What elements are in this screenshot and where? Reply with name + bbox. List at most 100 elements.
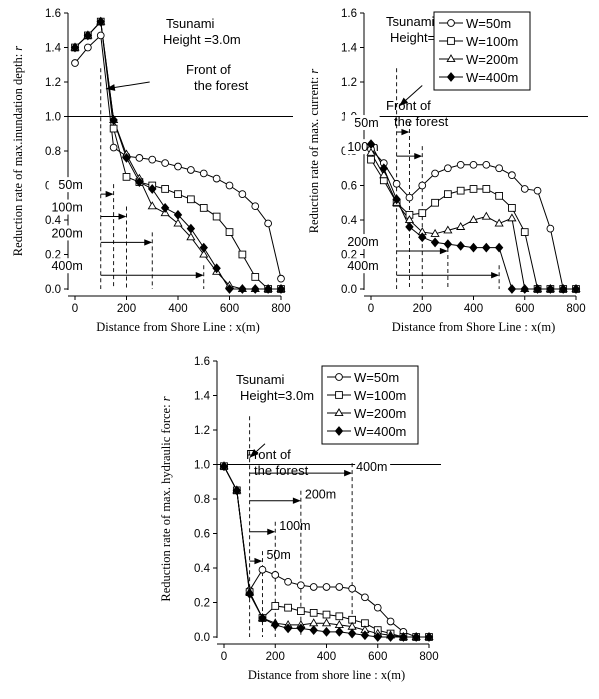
data-point-circle xyxy=(161,159,169,167)
data-point-diamond xyxy=(430,237,440,248)
data-point-triangle xyxy=(443,225,453,234)
front-label-line2: the forest xyxy=(394,114,449,129)
data-point-circle xyxy=(264,219,272,228)
y-axis-label-variable: r xyxy=(307,69,321,74)
data-point-circle xyxy=(335,583,344,591)
data-point-diamond xyxy=(424,632,434,642)
width-arrow-head xyxy=(254,557,263,565)
data-point-triangle xyxy=(494,218,504,227)
data-point-square xyxy=(174,190,182,198)
data-point-circle xyxy=(71,59,79,67)
data-point-circle xyxy=(174,162,182,171)
data-point-triangle xyxy=(366,147,376,156)
series-line-square xyxy=(370,159,576,290)
legend-marker-triangle xyxy=(446,54,456,63)
data-point-circle xyxy=(199,169,208,178)
data-point-square xyxy=(284,603,292,612)
data-point-diamond xyxy=(276,284,286,294)
width-label: 200m xyxy=(305,488,336,502)
data-point-triangle xyxy=(186,232,196,241)
data-point-circle xyxy=(284,577,292,586)
data-point-circle xyxy=(546,224,555,233)
y-tick-label: 1.0 xyxy=(194,460,210,472)
width-arrow-head xyxy=(401,128,410,136)
front-label-line1: Front of xyxy=(386,98,431,113)
data-point-circle xyxy=(444,164,452,173)
data-point-circle xyxy=(225,181,234,190)
data-point-square xyxy=(109,124,118,133)
front-label-line2: the forest xyxy=(194,78,249,93)
width-label: 200m xyxy=(51,226,82,240)
width-label-bg xyxy=(278,517,314,533)
x-tick-label: 400 xyxy=(464,303,483,315)
annotation-title-line2: Height=3.0m xyxy=(240,388,314,403)
chart-hydraulic-force: 0.0 0.2 0.4 0.6 0.8 1.0 1.2 1.4 1.6 0 200 400 600 800… xyxy=(159,356,441,682)
data-point-diamond xyxy=(558,284,568,294)
data-point-diamond xyxy=(405,222,414,232)
width-arrow-head xyxy=(105,190,114,198)
data-point-diamond xyxy=(238,284,247,294)
data-point-diamond xyxy=(399,632,408,642)
data-point-circle xyxy=(187,166,195,174)
y-tick-label: 0.6 xyxy=(341,181,357,193)
data-point-diamond xyxy=(219,461,229,472)
data-point-circle xyxy=(405,193,414,202)
data-point-circle xyxy=(309,583,318,591)
width-arrow-head xyxy=(144,239,153,246)
data-point-diamond xyxy=(411,632,421,642)
x-tick-label: 400 xyxy=(317,651,336,663)
y-tick-label: 1.2 xyxy=(194,425,210,437)
data-point-circle xyxy=(392,179,401,188)
data-point-circle xyxy=(238,190,247,198)
y-tick-label: 0.6 xyxy=(194,529,210,541)
x-tick-label: 800 xyxy=(271,303,290,315)
data-point-circle xyxy=(482,160,491,169)
legend-label: W=100m xyxy=(466,34,518,49)
data-point-triangle xyxy=(481,211,491,220)
data-point-square xyxy=(187,195,195,204)
front-pointer-arrow-head xyxy=(249,449,259,458)
data-point-square xyxy=(469,185,478,193)
data-point-square xyxy=(367,155,375,164)
legend-marker-circle xyxy=(335,373,343,381)
data-point-circle xyxy=(96,31,105,40)
data-point-diamond xyxy=(379,163,389,174)
width-label: 100m xyxy=(51,201,82,215)
data-point-square xyxy=(418,209,427,217)
y-tick-label: 0.4 xyxy=(341,215,358,227)
data-point-square xyxy=(335,612,344,621)
data-point-circle xyxy=(361,593,369,602)
legend-marker-square xyxy=(335,391,343,399)
data-point-diamond xyxy=(296,623,306,634)
data-point-circle xyxy=(495,164,503,173)
y-tick-label: 0.0 xyxy=(194,632,210,644)
data-point-diamond xyxy=(360,630,370,641)
legend-label: W=200m xyxy=(466,52,518,67)
chart-current: 0.00.20.40.60.81.01.21.41.60200400600800… xyxy=(307,8,588,334)
data-point-diamond xyxy=(283,623,293,634)
data-point-triangle xyxy=(430,228,440,237)
data-point-diamond xyxy=(83,30,93,41)
width-arrow-head xyxy=(414,152,423,160)
width-label-bg xyxy=(344,258,380,274)
annotation-title-line1: Tsunami xyxy=(236,372,285,387)
y-axis-label-text: Reduction rate of max. hydraulic force: xyxy=(159,401,173,601)
data-point-square xyxy=(495,191,503,200)
data-point-diamond xyxy=(347,628,357,639)
data-point-triangle xyxy=(456,221,466,230)
data-point-diamond xyxy=(251,284,260,294)
data-point-square xyxy=(199,204,208,212)
data-point-square xyxy=(508,204,516,212)
data-point-diamond xyxy=(392,194,401,205)
x-tick-label: 200 xyxy=(266,651,285,663)
y-tick-label: 0.4 xyxy=(194,563,211,575)
legend: W=50m W=100m W=200m W=400m xyxy=(433,11,531,91)
data-point-circle xyxy=(418,181,427,190)
data-point-diamond xyxy=(199,242,208,253)
width-arrow-head xyxy=(118,213,127,220)
data-point-circle xyxy=(431,169,439,178)
y-tick-label: 1.4 xyxy=(45,43,62,55)
y-tick-label: 0.8 xyxy=(45,146,61,158)
data-point-diamond xyxy=(418,232,427,243)
